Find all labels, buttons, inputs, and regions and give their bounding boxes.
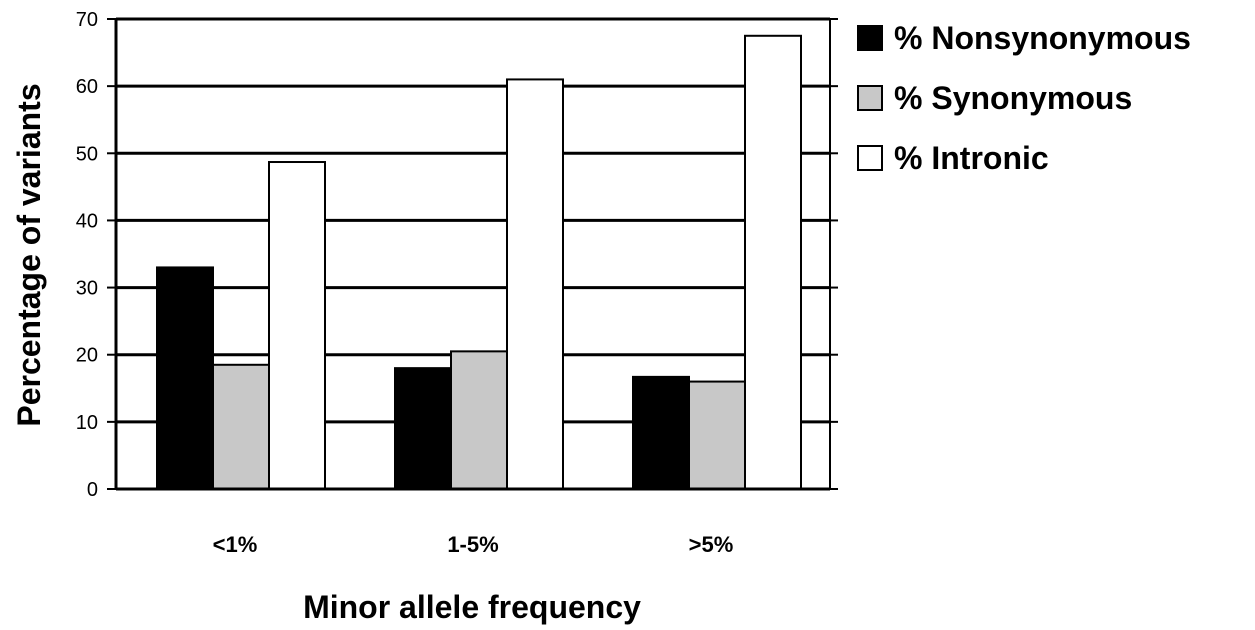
bar: [632, 375, 690, 490]
legend-entry: % Intronic: [894, 140, 1049, 176]
legend-entry: % Nonsynonymous: [894, 20, 1191, 56]
bar: [450, 350, 508, 490]
x-category-labels: <1% 1-5% >5%: [213, 532, 734, 557]
bar: [688, 380, 746, 491]
bar: [268, 161, 326, 490]
y-tick-label: 20: [76, 345, 98, 367]
x-axis-title: Minor allele frequency: [303, 589, 641, 625]
y-tick-label: 60: [76, 76, 98, 98]
y-axis-title: Percentage of variants: [11, 83, 47, 426]
y-tick-label: 70: [76, 9, 98, 31]
x-category-label: 1-5%: [447, 532, 498, 557]
y-tick-label: 10: [76, 412, 98, 434]
y-tick-label: 30: [76, 278, 98, 300]
bar: [506, 78, 564, 491]
legend-swatch: [857, 25, 883, 51]
bar: [212, 363, 270, 490]
x-category-label: <1%: [213, 532, 258, 557]
y-tick-labels: 0 10 20 30 40 50 60 70: [76, 9, 98, 501]
y-tick-label: 40: [76, 210, 98, 232]
bar: [394, 367, 452, 490]
legend-swatch: [857, 85, 883, 111]
x-category-label: >5%: [689, 532, 734, 557]
bar: [744, 34, 802, 491]
legend: % Nonsynonymous % Synonymous % Intronic: [857, 20, 1191, 176]
legend-swatch: [857, 145, 883, 171]
y-tick-label: 0: [87, 479, 98, 501]
axes: [107, 17, 838, 491]
y-tick-label: 50: [76, 143, 98, 165]
bar: [156, 266, 214, 490]
legend-entry: % Synonymous: [894, 80, 1132, 116]
